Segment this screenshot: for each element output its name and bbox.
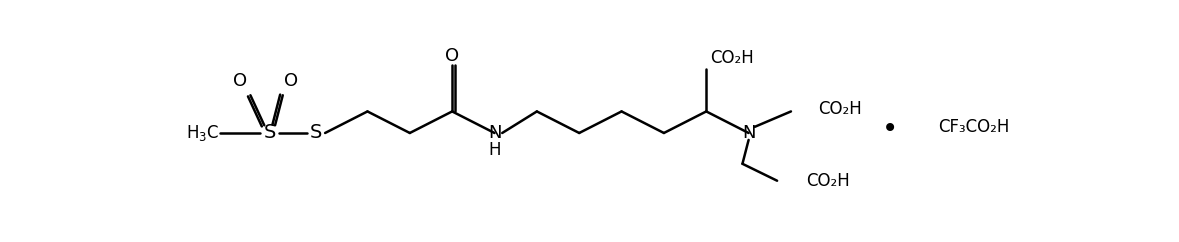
- Text: S: S: [263, 123, 276, 143]
- Text: CF₃CO₂H: CF₃CO₂H: [938, 118, 1010, 136]
- Text: S: S: [310, 123, 322, 143]
- Text: O: O: [233, 72, 248, 91]
- Text: H$_3$C: H$_3$C: [186, 123, 219, 143]
- Text: O: O: [284, 72, 298, 91]
- Text: CO₂H: CO₂H: [710, 49, 753, 67]
- Text: CO₂H: CO₂H: [806, 172, 850, 190]
- Text: N: N: [488, 124, 501, 142]
- Text: CO₂H: CO₂H: [818, 100, 862, 118]
- Text: H: H: [488, 141, 501, 159]
- Text: •: •: [882, 115, 897, 143]
- Text: O: O: [446, 47, 460, 65]
- Text: N: N: [742, 124, 756, 142]
